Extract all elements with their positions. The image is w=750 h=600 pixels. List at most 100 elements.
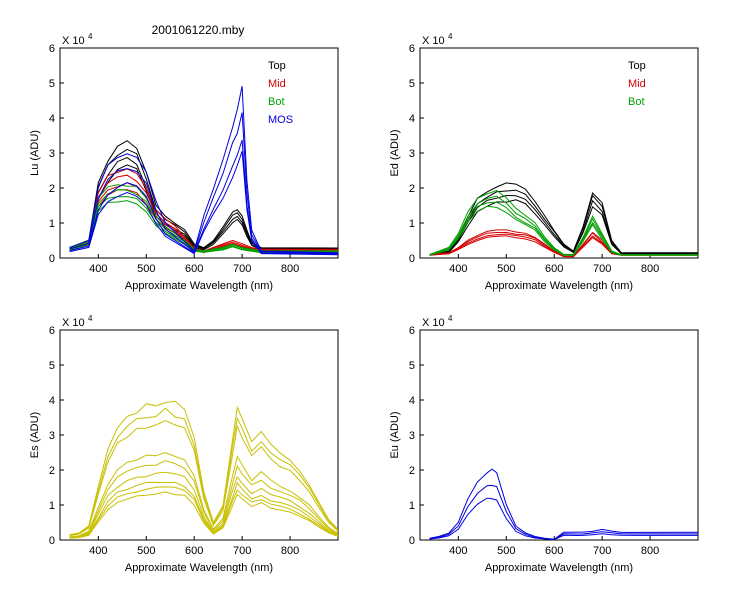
series-line-bot (69, 184, 338, 252)
x-axis-label: Approximate Wavelength (nm) (125, 280, 273, 292)
y-tick-label: 5 (409, 360, 415, 372)
y-tick-label: 6 (49, 43, 55, 55)
series-line-mos (69, 85, 338, 254)
x-tick-label: 500 (497, 545, 515, 557)
series-line-top (429, 199, 698, 256)
y-tick-label: 5 (409, 78, 415, 90)
y-exponent-label: 4 (448, 32, 453, 41)
y-tick-label: 4 (49, 395, 55, 407)
x-axis-label: Approximate Wavelength (nm) (485, 280, 633, 292)
x-tick-label: 500 (137, 545, 155, 557)
series-line-es (69, 486, 338, 539)
series-line-bot (69, 200, 338, 254)
series-line-mid (429, 231, 698, 257)
y-multiplier-label: X 10 (62, 35, 85, 47)
y-tick-label: 0 (409, 535, 415, 547)
y-tick-label: 2 (409, 465, 415, 477)
y-multiplier-label: X 10 (422, 317, 445, 329)
series-line-bot (69, 196, 338, 253)
series-line-es (69, 460, 338, 538)
series-line-top (69, 157, 338, 251)
y-axis-label: Es (ADU) (29, 412, 41, 458)
y-tick-label: 1 (49, 218, 55, 230)
series-line-es (69, 407, 338, 536)
x-tick-label: 800 (641, 263, 659, 275)
y-exponent-label: 4 (88, 314, 93, 323)
series-line-mid (429, 233, 698, 257)
series-group (429, 468, 698, 540)
y-multiplier-label: X 10 (62, 317, 85, 329)
series-line-top (429, 182, 698, 256)
series-line-mos (69, 151, 338, 256)
y-axis-label: Ed (ADU) (389, 129, 401, 176)
y-axis-label: Eu (ADU) (389, 411, 401, 458)
x-tick-label: 400 (449, 263, 467, 275)
series-group (69, 400, 338, 539)
y-tick-label: 1 (409, 500, 415, 512)
y-tick-label: 6 (409, 43, 415, 55)
series-line-es (69, 471, 338, 538)
y-tick-label: 6 (409, 325, 415, 337)
series-line-es (69, 452, 338, 538)
y-tick-label: 1 (409, 218, 415, 230)
x-tick-label: 800 (641, 545, 659, 557)
y-tick-label: 5 (49, 78, 55, 90)
series-line-es (69, 419, 338, 537)
series-group (429, 182, 698, 258)
y-exponent-label: 4 (448, 314, 453, 323)
x-axis-label: Approximate Wavelength (nm) (485, 562, 633, 574)
series-line-eu (429, 484, 698, 540)
y-tick-label: 1 (49, 500, 55, 512)
x-tick-label: 400 (89, 263, 107, 275)
x-tick-label: 600 (185, 545, 203, 557)
x-tick-label: 700 (593, 263, 611, 275)
series-line-es (69, 400, 338, 536)
series-line-mos (69, 139, 338, 255)
series-line-eu (429, 468, 698, 540)
x-tick-label: 500 (497, 263, 515, 275)
plot-frame (59, 47, 339, 259)
y-tick-label: 3 (49, 148, 55, 160)
series-line-bot (429, 195, 698, 256)
y-tick-label: 3 (49, 430, 55, 442)
y-tick-label: 4 (409, 113, 415, 125)
y-tick-label: 3 (409, 148, 415, 160)
x-tick-label: 600 (545, 263, 563, 275)
x-tick-label: 700 (233, 545, 251, 557)
y-tick-label: 2 (49, 465, 55, 477)
series-line-es (69, 491, 338, 539)
figure-title: 2001061220.mby (152, 23, 245, 37)
series-line-top (69, 148, 338, 250)
x-tick-label: 400 (89, 545, 107, 557)
x-tick-label: 500 (137, 263, 155, 275)
legend-entry-bot: Bot (268, 96, 285, 108)
legend-entry-mid: Mid (628, 78, 646, 90)
series-line-mid (69, 174, 338, 253)
series-line-top (429, 194, 698, 256)
series-line-mid (429, 235, 698, 258)
y-tick-label: 5 (49, 360, 55, 372)
plot-frame (419, 329, 699, 541)
x-tick-label: 800 (281, 263, 299, 275)
series-line-bot (69, 189, 338, 253)
series-line-es (69, 481, 338, 539)
y-tick-label: 4 (409, 395, 415, 407)
x-tick-label: 600 (545, 545, 563, 557)
y-tick-label: 6 (49, 325, 55, 337)
series-line-mid (69, 182, 338, 253)
y-axis-label: Lu (ADU) (29, 130, 41, 176)
series-line-mid (69, 168, 338, 252)
x-axis-label: Approximate Wavelength (nm) (125, 562, 273, 574)
y-tick-label: 0 (49, 535, 55, 547)
x-tick-label: 600 (185, 263, 203, 275)
y-tick-label: 2 (49, 183, 55, 195)
x-tick-label: 700 (233, 263, 251, 275)
y-tick-label: 3 (409, 430, 415, 442)
x-tick-label: 700 (593, 545, 611, 557)
